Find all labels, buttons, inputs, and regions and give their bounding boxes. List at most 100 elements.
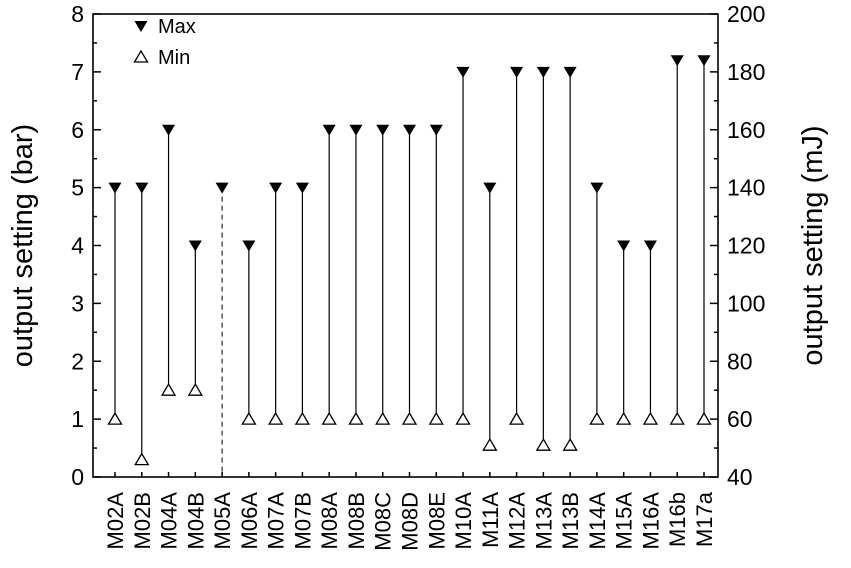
- x-tick-label: M04B: [183, 492, 208, 549]
- max-marker: [510, 66, 524, 78]
- max-marker: [269, 182, 283, 194]
- left-tick-label: 4: [71, 233, 84, 259]
- min-marker: [134, 452, 150, 466]
- x-tick-label: M08A: [317, 492, 342, 550]
- right-tick-label: 100: [727, 290, 765, 316]
- right-tick-label: 200: [727, 1, 765, 27]
- min-marker: [616, 411, 632, 425]
- range-connectors: [114, 60, 705, 477]
- max-marker: [697, 55, 711, 67]
- x-tick-label: M07A: [264, 492, 289, 550]
- max-marker: [670, 55, 684, 67]
- x-tick-label: M07B: [290, 492, 315, 549]
- x-tick-label: M02B: [130, 492, 155, 549]
- left-axis-title: output setting (bar): [7, 124, 39, 367]
- max-marker: [483, 182, 497, 194]
- right-tick-label: 180: [727, 59, 765, 85]
- x-tick-label: M08C: [371, 492, 396, 551]
- left-tick-label: 8: [71, 1, 84, 27]
- min-marker: [321, 411, 337, 425]
- min-marker: [455, 411, 471, 425]
- right-tick-label: 140: [727, 175, 765, 201]
- min-marker: [696, 411, 712, 425]
- legend-min-label: Min: [158, 47, 190, 69]
- min-marker: [428, 411, 444, 425]
- max-marker: [215, 182, 229, 194]
- max-marker: [643, 240, 657, 252]
- left-tick-label: 5: [71, 175, 84, 201]
- min-marker: [375, 411, 391, 425]
- max-markers: [108, 55, 711, 252]
- max-marker: [162, 124, 176, 136]
- right-tick-label: 60: [727, 406, 753, 432]
- min-marker: [482, 437, 498, 451]
- x-tick-label: M08B: [344, 492, 369, 549]
- x-tick-label: M10A: [451, 492, 476, 550]
- max-marker: [563, 66, 577, 78]
- x-tick-label: M12A: [505, 492, 530, 550]
- min-marker: [267, 411, 284, 425]
- x-tick-label: M15A: [612, 492, 637, 550]
- max-marker: [590, 182, 604, 194]
- x-tick-labels: M02A M02B M04A M04B M05A M06A M07A M07B M08A M08B…: [103, 491, 717, 550]
- min-marker: [401, 411, 418, 425]
- min-marker: [107, 411, 123, 425]
- min-marker: [562, 437, 578, 451]
- x-tick-label: M13A: [531, 492, 556, 550]
- plot-frame: [92, 13, 719, 478]
- x-tick-label: M13B: [558, 492, 583, 549]
- right-tick-label: 40: [727, 464, 753, 490]
- legend-min-symbol: [133, 49, 149, 63]
- max-marker: [135, 182, 149, 194]
- x-tick-label: M02A: [103, 492, 128, 550]
- x-tick-label: M05A: [210, 492, 235, 550]
- x-tick-label: M16b: [665, 492, 690, 547]
- min-marker: [535, 437, 552, 451]
- min-marker: [241, 411, 257, 425]
- x-tick-label: M14A: [585, 492, 610, 550]
- legend-max-symbol: [134, 21, 148, 32]
- max-marker: [108, 182, 122, 194]
- max-marker: [376, 124, 390, 136]
- max-marker: [429, 124, 443, 136]
- max-marker: [322, 124, 336, 136]
- left-tick-label: 6: [71, 117, 84, 143]
- right-tick-label: 160: [727, 117, 765, 143]
- min-marker: [187, 382, 203, 396]
- left-tick-label: 1: [71, 406, 84, 432]
- x-tick-label: M06A: [237, 492, 262, 550]
- max-marker: [242, 240, 256, 252]
- right-axis-title: output setting (mJ): [797, 125, 829, 365]
- right-tick-label: 120: [727, 233, 765, 259]
- left-tick-label: 2: [71, 348, 84, 374]
- x-tick-label: M08E: [424, 492, 449, 549]
- max-marker: [617, 240, 631, 252]
- x-tick-label: M17a: [692, 491, 717, 547]
- x-tick-label: M16A: [638, 492, 663, 550]
- max-marker: [456, 66, 470, 78]
- legend: Max Min: [133, 16, 196, 69]
- min-marker: [294, 411, 311, 425]
- x-tick-label: M04A: [157, 492, 182, 550]
- min-marker: [508, 411, 525, 425]
- max-marker: [349, 124, 363, 136]
- max-marker: [188, 240, 202, 252]
- x-tick-label: M08D: [398, 492, 423, 551]
- min-marker: [669, 411, 685, 425]
- left-tick-label: 3: [71, 290, 84, 316]
- right-tick-label: 80: [727, 348, 753, 374]
- min-marker: [589, 411, 605, 425]
- left-tick-label: 0: [71, 464, 84, 490]
- legend-max-label: Max: [158, 16, 196, 38]
- max-marker: [295, 182, 309, 194]
- x-tick-label: M11A: [478, 492, 503, 548]
- max-marker: [536, 66, 550, 78]
- min-markers: [107, 382, 712, 466]
- max-marker: [403, 124, 416, 136]
- min-marker: [160, 382, 177, 396]
- min-marker: [642, 411, 659, 425]
- left-tick-label: 7: [71, 59, 84, 85]
